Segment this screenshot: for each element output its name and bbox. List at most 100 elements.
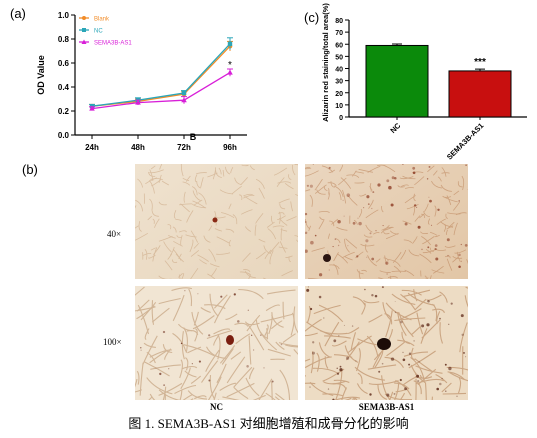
cell-fiber <box>433 265 444 274</box>
significance-mark: * <box>228 60 232 71</box>
cell-fiber <box>354 396 356 400</box>
cell-fiber <box>318 342 330 358</box>
cell-fiber <box>158 275 172 279</box>
cell-fiber <box>400 249 406 260</box>
cell-fiber <box>353 219 358 225</box>
stain-deposit <box>323 317 325 319</box>
stain-deposit <box>461 333 464 336</box>
cell-fiber <box>365 244 369 253</box>
stain-deposit <box>307 286 309 288</box>
cell-fiber <box>367 255 377 267</box>
cell-fiber <box>179 230 187 233</box>
cell-fiber <box>452 255 463 259</box>
cell-fiber <box>148 171 156 177</box>
panel-mark: B <box>190 132 197 142</box>
stain-deposit <box>311 351 316 355</box>
cell-fiber <box>347 335 372 354</box>
cell-fiber <box>187 390 208 400</box>
cell-fiber <box>393 265 402 274</box>
cell-fiber <box>201 360 219 383</box>
stain-texture <box>305 164 468 279</box>
cell-fiber <box>423 211 430 218</box>
cell-fiber <box>401 331 411 345</box>
cell-fiber <box>213 328 231 335</box>
x-tick-label: 96h <box>223 143 237 152</box>
cell-fiber <box>318 220 325 230</box>
stain-deposit <box>334 238 337 240</box>
stain-deposit <box>372 191 375 194</box>
cell-fiber <box>199 259 207 265</box>
cell-fiber <box>401 184 409 187</box>
stain-deposit <box>263 367 265 369</box>
cell-fiber <box>359 193 367 197</box>
stain-deposit <box>318 273 323 277</box>
stain-deposit <box>220 295 223 298</box>
cell-fiber <box>305 382 316 385</box>
cell-fiber <box>385 310 393 338</box>
stain-deposit <box>374 294 378 298</box>
cell-fiber <box>181 331 185 360</box>
stain-deposit <box>162 330 166 334</box>
stain-texture <box>135 286 298 400</box>
cell-fiber <box>216 363 227 384</box>
cell-fiber <box>226 356 246 384</box>
cell-fiber <box>212 167 216 180</box>
cell-fiber <box>288 174 292 180</box>
cell-fiber <box>149 393 156 400</box>
cell-fiber <box>333 396 361 400</box>
cell-fiber <box>396 311 407 337</box>
cell-fiber <box>434 234 440 238</box>
cell-fiber <box>244 321 260 326</box>
stain-deposit <box>312 164 314 165</box>
cell-fiber <box>354 396 358 400</box>
col-label-sema3b: SEMA3B-AS1 <box>358 402 415 412</box>
cell-fiber <box>280 227 283 241</box>
cell-fiber <box>151 210 159 217</box>
cell-fiber <box>439 291 448 303</box>
cell-fiber <box>424 382 427 400</box>
bar-NC <box>365 44 429 118</box>
cell-fiber <box>172 294 185 322</box>
stain-deposit <box>448 323 450 325</box>
cell-fiber <box>192 200 206 209</box>
cell-fiber <box>217 333 221 360</box>
cell-fiber <box>206 329 233 340</box>
cell-fiber <box>271 381 273 400</box>
stain-deposit <box>456 395 458 397</box>
cell-fiber <box>425 249 432 254</box>
cell-fiber <box>429 275 432 279</box>
cell-fiber <box>306 305 311 324</box>
stain-deposit <box>460 260 462 262</box>
cell-fiber <box>258 187 265 199</box>
stain-deposit <box>357 217 359 219</box>
stain-deposit <box>434 244 438 247</box>
stain-deposit <box>260 334 262 336</box>
stain-deposit <box>155 367 157 369</box>
stain-deposit <box>309 184 313 188</box>
stain-deposit <box>369 393 372 396</box>
y-axis-label: Alizarin red staining/total area(%) <box>321 3 330 122</box>
cell-fiber <box>271 215 274 224</box>
cell-fiber <box>345 238 358 249</box>
cell-fiber <box>154 218 160 228</box>
cell-fiber <box>351 170 357 177</box>
cell-fiber <box>270 320 283 330</box>
cell-fiber <box>445 229 448 235</box>
stain-deposit <box>140 349 142 351</box>
cell-fiber <box>159 164 163 170</box>
cell-fiber <box>350 332 357 350</box>
stain-deposit <box>378 370 381 373</box>
stain-deposit <box>180 342 183 345</box>
stain-deposit <box>355 360 357 362</box>
stain-deposit <box>337 244 340 247</box>
cell-fiber <box>324 356 329 369</box>
stain-deposit <box>252 349 255 351</box>
cell-fiber <box>436 311 441 324</box>
cell-fiber <box>255 213 264 224</box>
micrograph-nc-40x <box>135 164 298 279</box>
cell-fiber <box>179 203 193 206</box>
cell-fiber <box>338 192 342 201</box>
cell-fiber <box>244 226 251 232</box>
cell-fiber <box>381 375 391 400</box>
legend-marker <box>82 28 86 32</box>
